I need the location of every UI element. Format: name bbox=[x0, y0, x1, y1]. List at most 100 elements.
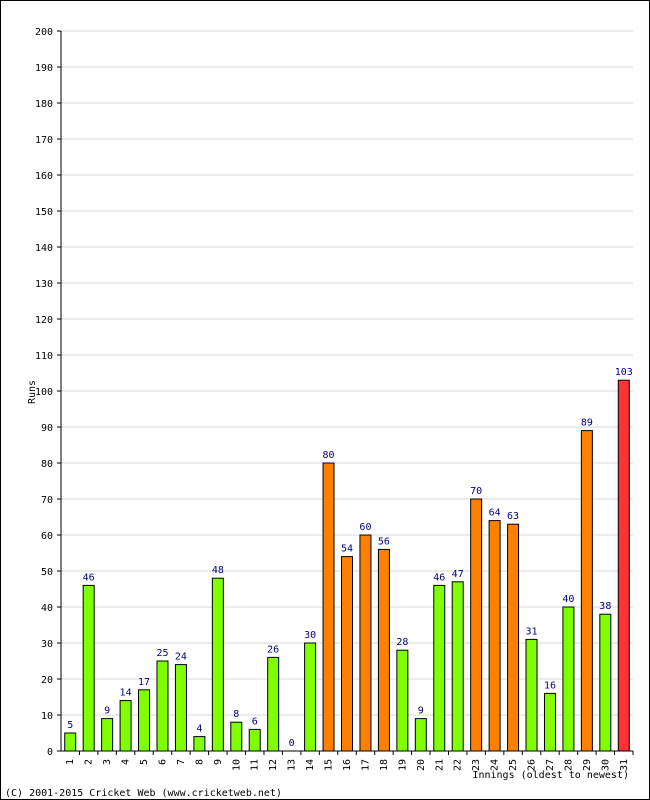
data-label: 14 bbox=[120, 688, 132, 699]
x-tick-label: 12 bbox=[268, 759, 279, 771]
x-tick-label: 1 bbox=[65, 759, 76, 765]
bar bbox=[562, 606, 575, 752]
x-tick-label: 10 bbox=[231, 759, 242, 771]
data-label: 28 bbox=[396, 637, 408, 648]
data-label: 89 bbox=[581, 418, 593, 429]
x-tick-label: 11 bbox=[250, 759, 261, 771]
bar bbox=[138, 689, 151, 752]
data-label: 30 bbox=[304, 630, 316, 641]
bar bbox=[248, 728, 261, 752]
y-tick-label: 140 bbox=[35, 243, 53, 254]
bar bbox=[396, 649, 409, 752]
data-label: 6 bbox=[252, 716, 258, 727]
x-tick-label: 6 bbox=[157, 759, 168, 765]
data-label: 26 bbox=[267, 644, 279, 655]
y-tick-label: 160 bbox=[35, 171, 53, 182]
x-tick-label: 7 bbox=[176, 759, 187, 765]
bar bbox=[599, 613, 612, 752]
gridlines bbox=[61, 30, 633, 716]
data-label: 70 bbox=[470, 486, 482, 497]
x-tick-label: 20 bbox=[416, 759, 427, 771]
data-label: 17 bbox=[138, 677, 150, 688]
y-tick-label: 0 bbox=[47, 747, 53, 758]
x-tick-label: 9 bbox=[213, 759, 224, 765]
bar bbox=[433, 584, 446, 752]
x-axis-title: Innings (oldest to newest) bbox=[472, 770, 629, 781]
y-tick-label: 50 bbox=[41, 567, 53, 578]
y-tick-label: 90 bbox=[41, 423, 53, 434]
bar bbox=[119, 700, 132, 752]
bar bbox=[82, 584, 95, 752]
bar bbox=[617, 379, 630, 752]
x-tick-label: 23 bbox=[471, 759, 482, 771]
data-label: 31 bbox=[525, 626, 537, 637]
copyright-text: (C) 2001-2015 Cricket Web (www.cricketwe… bbox=[5, 788, 282, 799]
y-tick-label: 120 bbox=[35, 315, 53, 326]
labels: 0102030405060708090100110120130140150160… bbox=[35, 27, 633, 771]
y-tick-label: 200 bbox=[35, 27, 53, 38]
data-label: 16 bbox=[544, 680, 556, 691]
y-tick-label: 80 bbox=[41, 459, 53, 470]
x-tick-label: 24 bbox=[490, 759, 501, 771]
x-tick-label: 31 bbox=[619, 759, 630, 771]
x-tick-label: 28 bbox=[563, 759, 574, 771]
bar bbox=[470, 498, 483, 752]
x-tick-label: 14 bbox=[305, 759, 316, 771]
bar bbox=[64, 732, 77, 752]
data-label: 4 bbox=[196, 724, 202, 735]
data-label: 64 bbox=[489, 508, 501, 519]
x-tick-label: 19 bbox=[397, 759, 408, 771]
x-tick-label: 27 bbox=[545, 759, 556, 771]
y-tick-label: 100 bbox=[35, 387, 53, 398]
bar bbox=[543, 692, 556, 752]
y-tick-label: 30 bbox=[41, 639, 53, 650]
bar bbox=[193, 736, 206, 752]
bar bbox=[451, 581, 464, 752]
bar bbox=[267, 656, 280, 752]
data-label: 9 bbox=[104, 706, 110, 717]
y-axis-title: Runs bbox=[27, 380, 38, 404]
x-tick-label: 18 bbox=[379, 759, 390, 771]
bar bbox=[156, 660, 169, 752]
y-tick-label: 70 bbox=[41, 495, 53, 506]
x-tick-label: 30 bbox=[600, 759, 611, 771]
x-tick-label: 22 bbox=[453, 759, 464, 771]
y-tick-label: 20 bbox=[41, 675, 53, 686]
bar bbox=[211, 577, 224, 752]
x-tick-label: 5 bbox=[139, 759, 150, 765]
x-tick-label: 3 bbox=[102, 759, 113, 765]
data-label: 60 bbox=[359, 522, 371, 533]
x-tick-label: 8 bbox=[194, 759, 205, 765]
data-label: 80 bbox=[323, 450, 335, 461]
bars bbox=[64, 379, 630, 752]
data-label: 40 bbox=[562, 594, 574, 605]
axes bbox=[57, 30, 634, 755]
data-label: 54 bbox=[341, 544, 353, 555]
bar bbox=[230, 721, 243, 752]
data-label: 48 bbox=[212, 565, 224, 576]
x-tick-label: 15 bbox=[324, 759, 335, 771]
data-label: 46 bbox=[433, 572, 445, 583]
bar bbox=[174, 664, 187, 752]
bar bbox=[359, 534, 372, 752]
bar bbox=[525, 638, 538, 752]
y-tick-label: 170 bbox=[35, 135, 53, 146]
x-tick-label: 16 bbox=[342, 759, 353, 771]
y-tick-label: 180 bbox=[35, 99, 53, 110]
y-tick-label: 10 bbox=[41, 711, 53, 722]
bar bbox=[341, 556, 353, 752]
bar bbox=[377, 548, 390, 752]
data-label: 8 bbox=[233, 709, 239, 720]
y-tick-label: 150 bbox=[35, 207, 53, 218]
bar bbox=[580, 430, 593, 752]
x-tick-label: 17 bbox=[360, 759, 371, 771]
y-tick-label: 190 bbox=[35, 63, 53, 74]
x-tick-label: 29 bbox=[582, 759, 593, 771]
data-label: 46 bbox=[83, 572, 95, 583]
bar bbox=[101, 718, 114, 752]
y-tick-label: 40 bbox=[41, 603, 53, 614]
bar bbox=[414, 718, 427, 752]
x-tick-label: 4 bbox=[121, 759, 132, 765]
x-tick-label: 2 bbox=[84, 759, 95, 765]
